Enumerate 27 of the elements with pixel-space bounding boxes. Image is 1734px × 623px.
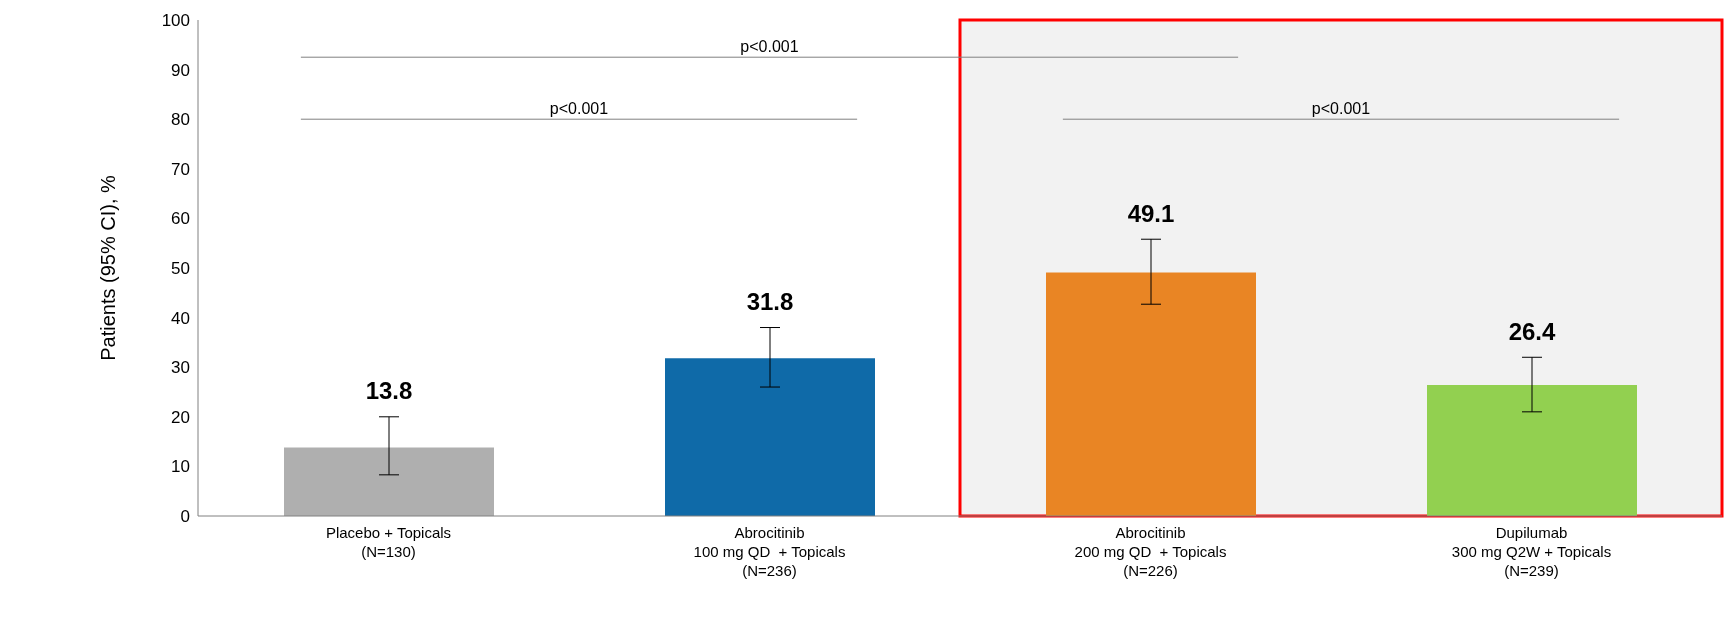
annotation: p<0.001: [740, 38, 799, 56]
y-tick-label: 90: [171, 60, 190, 80]
y-tick-label: 20: [171, 407, 190, 427]
data-label: 49.1: [1127, 199, 1175, 227]
y-tick-label: 70: [171, 159, 190, 179]
x-tick-label: Abrocitinib 200 mg QD + Topicals (N=226): [1074, 524, 1227, 579]
bar: [1427, 385, 1637, 516]
bar: [665, 358, 875, 516]
annotation: p<0.001: [1311, 100, 1371, 118]
x-tick-label: Dupilumab 300 mg Q2W + Topicals (N=239): [1451, 524, 1612, 579]
y-tick-label: 10: [171, 457, 190, 477]
y-tick-label: 30: [171, 358, 190, 378]
y-tick-label: 60: [171, 209, 190, 229]
x-tick-label: Placebo + Topicals (N=130): [325, 524, 452, 560]
y-tick-label: 50: [171, 259, 190, 279]
bar: [1046, 272, 1256, 516]
data-label: 26.4: [1508, 317, 1556, 345]
data-label: 31.8: [746, 288, 794, 316]
y-tick-label: 100: [161, 11, 190, 31]
x-tick-label: Abrocitinib 100 mg QD + Topicals (N=236): [693, 524, 846, 579]
y-tick-label: 40: [171, 308, 190, 328]
y-axis-title: Patients (95% CI), %: [97, 174, 120, 361]
y-tick-label: 80: [171, 110, 190, 130]
data-label: 13.8: [365, 377, 413, 405]
y-tick-label: 0: [180, 507, 190, 527]
bar: [284, 447, 494, 516]
annotation: p<0.001: [549, 100, 609, 118]
